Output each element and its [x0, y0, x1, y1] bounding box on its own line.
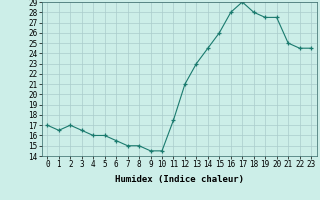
X-axis label: Humidex (Indice chaleur): Humidex (Indice chaleur)	[115, 175, 244, 184]
